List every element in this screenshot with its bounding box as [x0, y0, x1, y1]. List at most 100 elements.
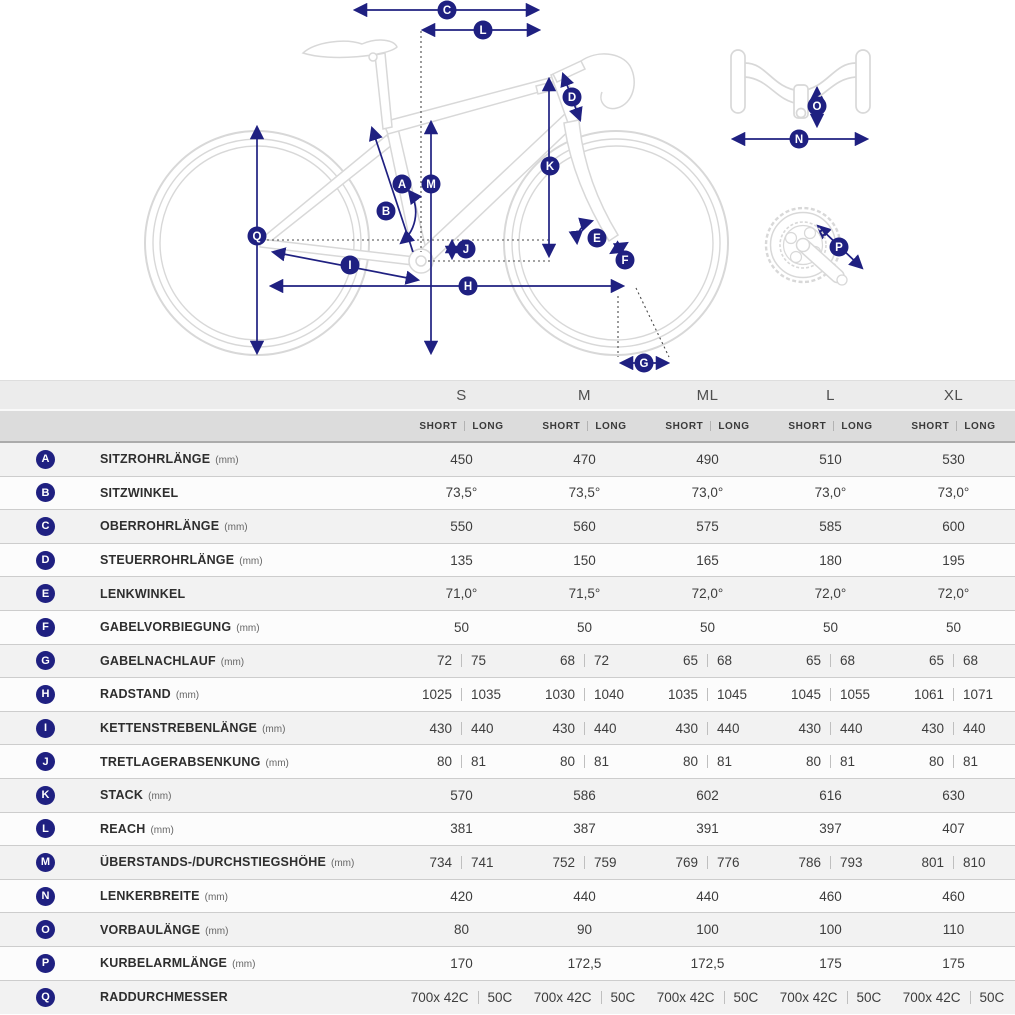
value-cell: 73,0° [646, 485, 769, 500]
svg-text:G: G [640, 358, 649, 370]
value-divider [461, 855, 462, 869]
value-short: 734 [429, 854, 452, 870]
value-cell: 50 [892, 620, 1015, 635]
svg-text:I: I [348, 260, 351, 272]
value-divider [956, 421, 958, 431]
table-row-p: P KURBELARMLÄNGE (mm) 170 172,5 172,5 175 175 [0, 946, 1015, 981]
row-letter-badge: O [36, 920, 55, 940]
value-short: 700x 42C [656, 989, 715, 1005]
value-cell: 80 81 [646, 754, 769, 769]
fit-header-xl: SHORT LONG [892, 421, 1015, 432]
value-cell: 50 [523, 620, 646, 635]
value-divider [953, 721, 954, 735]
table-row-d: D STEUERROHRLÄNGE (mm) 135 150 165 180 195 [0, 543, 1015, 578]
value-long: 72 [594, 653, 610, 669]
value-cell: 391 [646, 821, 769, 836]
value-cell: 80 81 [892, 754, 1015, 769]
table-row-l: L REACH (mm) 381 387 391 397 407 [0, 812, 1015, 847]
value-divider [953, 755, 954, 769]
dim-b-seatangle [399, 189, 423, 245]
svg-text:B: B [382, 206, 390, 218]
value: 73,5° [445, 485, 478, 501]
badge-e: E [587, 228, 607, 248]
size-header-s: S [400, 387, 523, 404]
badge-o: O [807, 96, 827, 116]
value: 50 [699, 619, 716, 635]
value-divider [830, 654, 831, 668]
value-short: 1025 [421, 686, 452, 702]
value-cell: 65 68 [892, 653, 1015, 668]
value: 50 [945, 619, 962, 635]
row-label: RADSTAND [100, 687, 171, 702]
value-divider [461, 755, 462, 769]
row-letter-badge: L [36, 819, 55, 839]
table-row-m: M ÜBERSTANDS-/DURCHSTIEGSHÖHE (mm) 734 741 75… [0, 846, 1015, 880]
value: 135 [450, 552, 473, 568]
value: 71,0° [445, 586, 478, 602]
row-badge-cell: C [0, 516, 90, 536]
value-cell: 460 [769, 889, 892, 904]
value-cell: 170 [400, 956, 523, 971]
value-short: 430 [675, 720, 698, 736]
value-cell: 73,0° [769, 485, 892, 500]
value-cell: 172,5 [646, 956, 769, 971]
geometry-table: S M ML L XL SHORT LONG SHORT LONG SHORT LONG SHORT… [0, 380, 1015, 1015]
value-divider [830, 855, 831, 869]
value-cell: 73,5° [400, 485, 523, 500]
value-long: 1040 [594, 686, 625, 702]
row-unit: (mm) [239, 556, 263, 568]
fit-long-label: LONG [472, 420, 504, 432]
row-letter-badge: F [36, 617, 55, 637]
badge-b: B [376, 201, 396, 221]
value-long: 440 [594, 720, 617, 736]
value-cell: 80 81 [769, 754, 892, 769]
value-cell: 172,5 [523, 956, 646, 971]
pedal-hole [836, 274, 848, 286]
row-label-cell: RADSTAND (mm) [90, 687, 400, 701]
row-letter-badge: N [36, 886, 55, 906]
fit-short-label: SHORT [542, 420, 581, 432]
value-long: 741 [471, 854, 494, 870]
row-badge-cell: O [0, 920, 90, 940]
row-label: KETTENSTREBENLÄNGE [100, 721, 258, 736]
size-header-l: L [769, 387, 892, 404]
row-label-cell: LENKWINKEL [90, 587, 400, 601]
value: 510 [819, 451, 842, 467]
value-divider [830, 687, 831, 701]
row-unit: (mm) [175, 690, 200, 702]
value-cell: 460 [892, 889, 1015, 904]
fit-header-m: SHORT LONG [523, 421, 646, 432]
value-cell: 420 [400, 889, 523, 904]
size-header-ml: ML [646, 387, 769, 404]
value: 570 [450, 787, 473, 803]
table-row-f: F GABELVORBIEGUNG (mm) 50 50 50 50 50 [0, 610, 1015, 645]
svg-text:N: N [795, 134, 803, 146]
value-cell: 602 [646, 788, 769, 803]
value-cell: 110 [892, 922, 1015, 937]
value-cell: 700x 42C 50C [892, 990, 1015, 1005]
row-label: GABELNACHLAUF [100, 653, 216, 668]
value-cell: 700x 42C 50C [646, 990, 769, 1005]
value-long: 759 [594, 854, 617, 870]
value-cell: 80 81 [400, 754, 523, 769]
svg-text:M: M [426, 179, 436, 191]
row-label-cell: VORBAULÄNGE (mm) [90, 923, 400, 937]
value-cell: 586 [523, 788, 646, 803]
value-cell: 470 [523, 452, 646, 467]
value-short: 430 [921, 720, 944, 736]
stem [551, 60, 587, 83]
value-cell: 80 81 [523, 754, 646, 769]
value-cell: 430 440 [400, 721, 523, 736]
value: 73,0° [937, 485, 970, 501]
row-badge-cell: I [0, 718, 90, 738]
dimension-badges: A B C D E F G H I J K L M N O P Q [247, 0, 849, 373]
value-long: 440 [471, 720, 494, 736]
value-cell: 72,0° [892, 586, 1015, 601]
value-cell: 550 [400, 519, 523, 534]
svg-text:H: H [464, 281, 472, 293]
value-cell: 68 72 [523, 653, 646, 668]
row-letter-badge: E [36, 584, 55, 604]
row-letter-badge: H [36, 684, 55, 704]
value: 460 [942, 888, 965, 904]
value-divider [953, 855, 954, 869]
